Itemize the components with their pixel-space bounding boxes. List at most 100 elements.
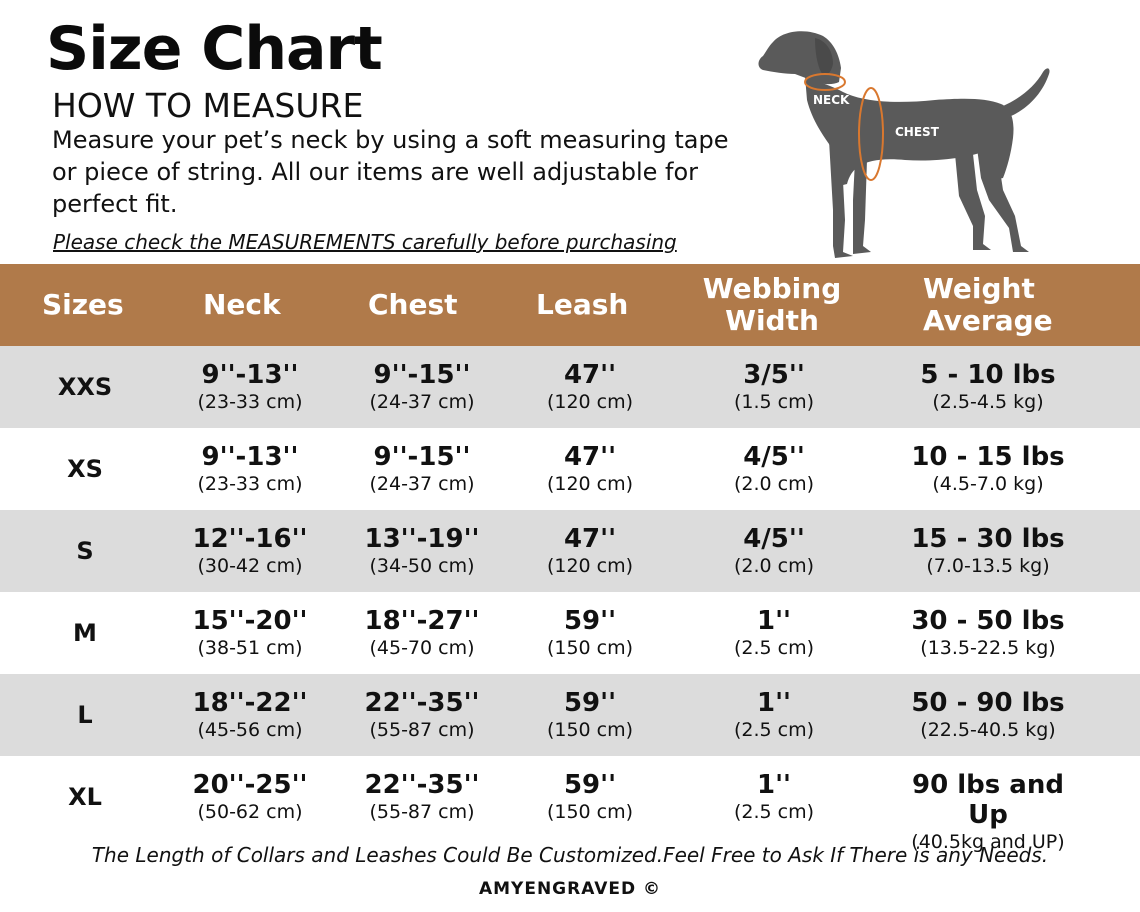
chest-cell: 22''-35'' (55-87 cm) <box>352 688 492 742</box>
weight-kg: (13.5-22.5 kg) <box>920 637 1056 659</box>
measure-lines <box>804 73 884 181</box>
weight-kg: (40.5kg and UP) <box>911 831 1065 853</box>
chest-inches: 18''-27'' <box>364 606 480 636</box>
table-row: XL 20''-25'' (50-62 cm) 22''-35'' (55-87 c… <box>0 756 1140 853</box>
weight-cell: 15 - 30 lbs (7.0-13.5 kg) <box>888 524 1088 578</box>
table-row: L 18''-22'' (45-56 cm) 22''-35'' (55-87 cm… <box>0 674 1140 756</box>
leash-inches: 59'' <box>563 606 617 636</box>
webbing-cm: (2.0 cm) <box>733 555 815 577</box>
header-weight-line2: Average <box>923 304 1053 337</box>
weight-lbs: 90 lbs and Up <box>912 770 1064 830</box>
chest-cm: (45-70 cm) <box>369 637 475 659</box>
weight-lbs: 15 - 30 lbs <box>911 524 1065 554</box>
chest-inches: 22''-35'' <box>364 770 480 800</box>
weight-cell: 5 - 10 lbs (2.5-4.5 kg) <box>888 360 1088 414</box>
leash-cm: (150 cm) <box>546 719 634 741</box>
chest-cm: (24-37 cm) <box>369 391 475 413</box>
webbing-cm: (1.5 cm) <box>733 391 815 413</box>
webbing-cell: 4/5'' (2.0 cm) <box>704 442 844 496</box>
header-webbing-line1: Webbing <box>702 272 842 305</box>
webbing-inches: 1'' <box>756 688 791 718</box>
header-webbing-line2: Width <box>725 304 819 337</box>
neck-inches: 15''-20'' <box>192 606 308 636</box>
leash-inches: 47'' <box>563 524 617 554</box>
neck-measure-loop <box>804 73 846 91</box>
weight-lbs: 5 - 10 lbs <box>920 360 1056 390</box>
webbing-inches: 3/5'' <box>743 360 805 390</box>
leash-cm: (150 cm) <box>546 637 634 659</box>
size-label: M <box>73 619 97 647</box>
size-label: L <box>77 701 93 729</box>
header-sizes: Sizes <box>42 288 124 321</box>
customization-note: The Length of Collars and Leashes Could … <box>91 843 1049 867</box>
size-table: Sizes Neck Chest Leash Webbing Width Wei… <box>0 264 1140 853</box>
webbing-cm: (2.5 cm) <box>733 637 815 659</box>
header-weight-average: Weight Average <box>923 264 1053 346</box>
weight-lbs: 10 - 15 lbs <box>911 442 1065 472</box>
header-chest: Chest <box>368 288 458 321</box>
header-webbing-width: Webbing Width <box>702 264 842 346</box>
size-label: XL <box>68 783 102 811</box>
brand-mark: AMYENGRAVED © <box>478 879 662 899</box>
weight-kg: (2.5-4.5 kg) <box>932 391 1044 413</box>
measure-instructions: Measure your pet’s neck by using a soft … <box>52 126 729 218</box>
weight-lbs: 30 - 50 lbs <box>911 606 1065 636</box>
table-row: S 12''-16'' (30-42 cm) 13''-19'' (34-50 cm… <box>0 510 1140 592</box>
neck-cm: (23-33 cm) <box>197 391 303 413</box>
neck-cell: 15''-20'' (38-51 cm) <box>180 606 320 660</box>
chest-cell: 13''-19'' (34-50 cm) <box>352 524 492 578</box>
chest-inches: 9''-15'' <box>373 442 471 472</box>
chest-inches: 22''-35'' <box>364 688 480 718</box>
chest-measure-loop <box>858 87 884 181</box>
chest-cell: 9''-15'' (24-37 cm) <box>352 442 492 496</box>
neck-cm: (23-33 cm) <box>197 473 303 495</box>
webbing-cm: (2.5 cm) <box>733 801 815 823</box>
size-label: S <box>76 537 94 565</box>
table-row: M 15''-20'' (38-51 cm) 18''-27'' (45-70 cm… <box>0 592 1140 674</box>
weight-cell: 90 lbs and Up (40.5kg and UP) <box>888 770 1088 854</box>
webbing-cell: 1'' (2.5 cm) <box>704 688 844 742</box>
neck-cm: (50-62 cm) <box>197 801 303 823</box>
leash-cell: 59'' (150 cm) <box>520 606 660 660</box>
neck-cell: 12''-16'' (30-42 cm) <box>180 524 320 578</box>
weight-cell: 50 - 90 lbs (22.5-40.5 kg) <box>888 688 1088 742</box>
chest-cell: 22''-35'' (55-87 cm) <box>352 770 492 824</box>
chest-cm: (55-87 cm) <box>369 719 475 741</box>
webbing-inches: 4/5'' <box>743 442 805 472</box>
neck-label: NECK <box>813 93 850 107</box>
table-header: Sizes Neck Chest Leash Webbing Width Wei… <box>0 264 1140 346</box>
chest-inches: 9''-15'' <box>373 360 471 390</box>
page-title: Size Chart <box>46 14 383 84</box>
neck-inches: 18''-22'' <box>192 688 308 718</box>
chest-cell: 18''-27'' (45-70 cm) <box>352 606 492 660</box>
leash-inches: 47'' <box>563 442 617 472</box>
weight-kg: (22.5-40.5 kg) <box>920 719 1056 741</box>
table-row: XXS 9''-13'' (23-33 cm) 9''-15'' (24-37 cm… <box>0 346 1140 428</box>
neck-inches: 12''-16'' <box>192 524 308 554</box>
table-row: XS 9''-13'' (23-33 cm) 9''-15'' (24-37 cm)… <box>0 428 1140 510</box>
size-label: XXS <box>57 373 113 401</box>
leash-cell: 59'' (150 cm) <box>520 688 660 742</box>
webbing-inches: 4/5'' <box>743 524 805 554</box>
dog-silhouette <box>758 31 1050 258</box>
webbing-inches: 1'' <box>756 606 791 636</box>
chest-label: CHEST <box>895 125 940 139</box>
webbing-cell: 1'' (2.5 cm) <box>704 770 844 824</box>
dog-measure-diagram: NECK CHEST <box>758 31 1050 258</box>
neck-inches: 9''-13'' <box>201 360 299 390</box>
neck-cell: 9''-13'' (23-33 cm) <box>180 360 320 414</box>
leash-cell: 47'' (120 cm) <box>520 360 660 414</box>
leash-inches: 47'' <box>563 360 617 390</box>
webbing-cm: (2.5 cm) <box>733 719 815 741</box>
leash-cell: 59'' (150 cm) <box>520 770 660 824</box>
header-neck: Neck <box>203 288 281 321</box>
webbing-cell: 4/5'' (2.0 cm) <box>704 524 844 578</box>
leash-cell: 47'' (120 cm) <box>520 442 660 496</box>
webbing-cell: 3/5'' (1.5 cm) <box>704 360 844 414</box>
weight-cell: 30 - 50 lbs (13.5-22.5 kg) <box>888 606 1088 660</box>
how-to-measure-heading: HOW TO MEASURE <box>52 86 364 125</box>
neck-cell: 18''-22'' (45-56 cm) <box>180 688 320 742</box>
size-label: XS <box>67 455 103 483</box>
header-weight-line1: Weight <box>923 272 1035 305</box>
measurement-notice: Please check the MEASUREMENTS carefully … <box>53 230 677 254</box>
